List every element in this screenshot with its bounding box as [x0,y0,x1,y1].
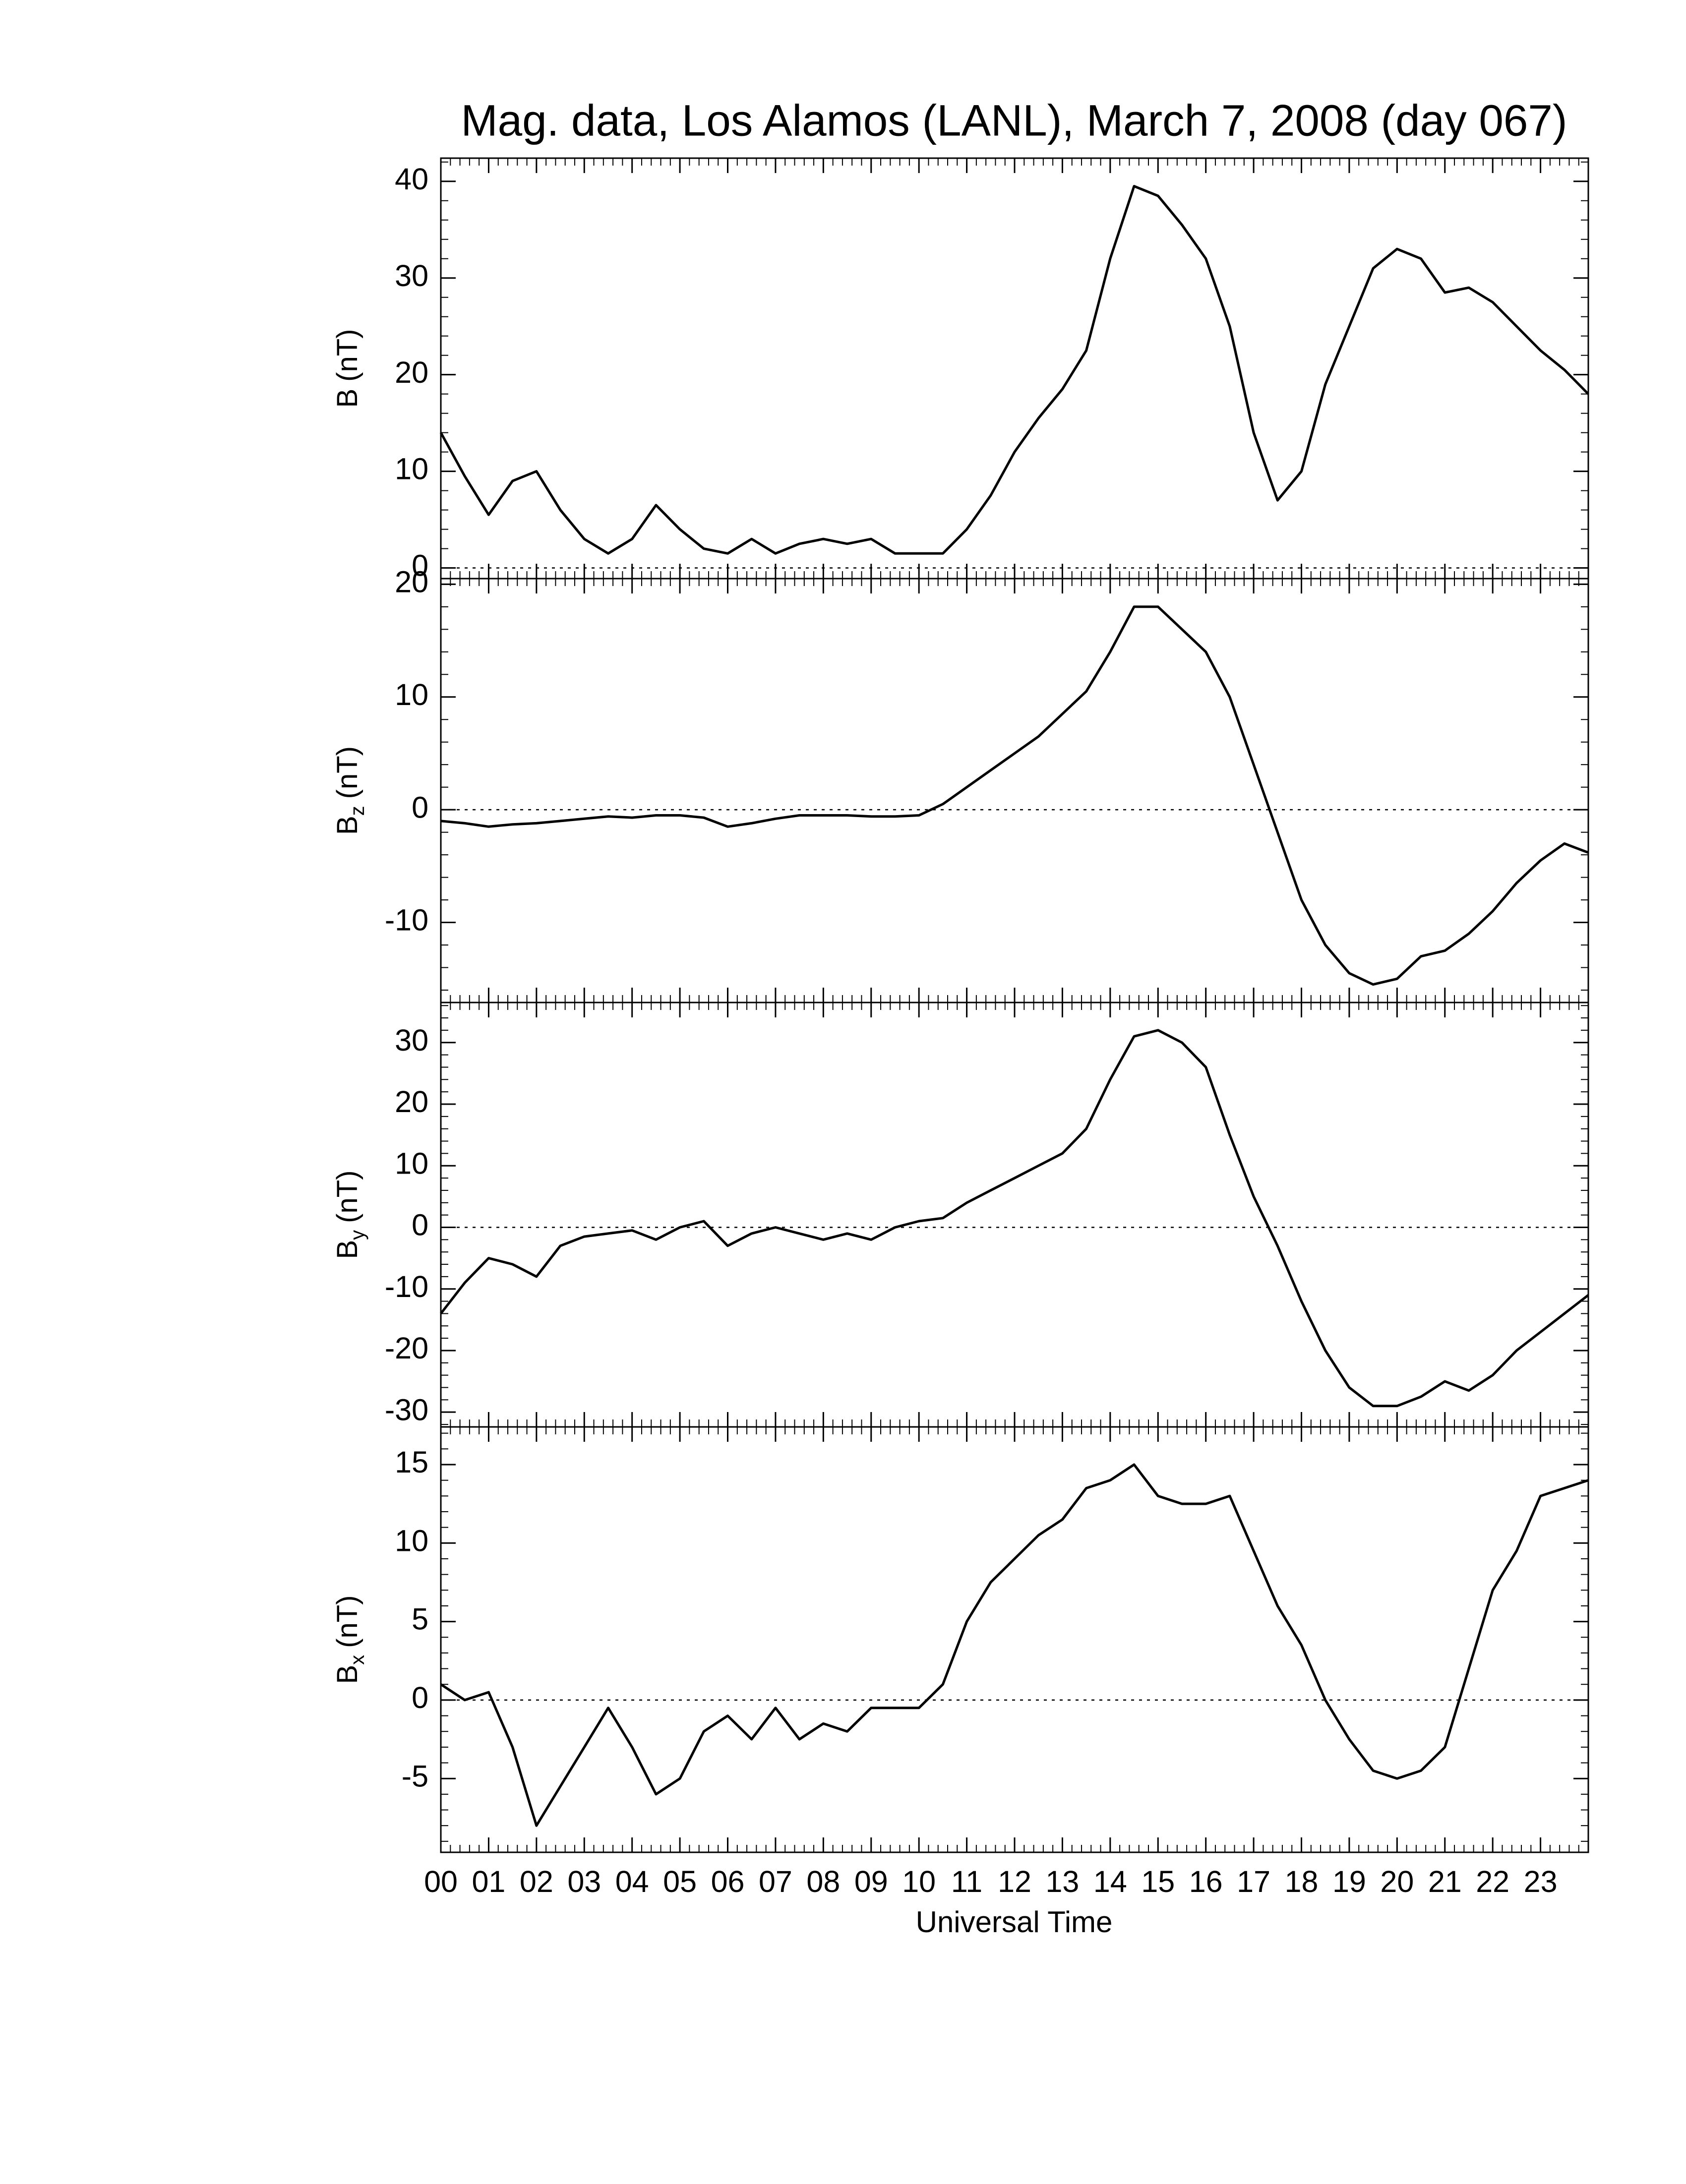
y-label-unit: (nT) [331,329,363,381]
y-label-unit: (nT) [331,1170,363,1223]
x-tick-label: 16 [1189,1865,1223,1898]
data-line [440,1029,1589,1408]
x-tick-label: 03 [567,1865,601,1898]
x-tick-label: 00 [424,1865,458,1898]
y-label-symbol: B [331,1240,363,1259]
y-label-subscript: z [347,806,368,816]
y-label-unit: (nT) [331,1595,363,1648]
y-tick-label: 5 [412,1602,428,1636]
y-label-symbol: B [331,1665,363,1684]
x-tick-label: 05 [663,1865,697,1898]
x-tick-label: 21 [1428,1865,1462,1898]
y-tick-label: 40 [395,162,428,196]
y-tick-label: -20 [385,1331,428,1365]
x-tick-label: 02 [520,1865,553,1898]
y-tick-label: 10 [395,1146,428,1180]
y-tick-label: 10 [395,452,428,486]
y-tick-label: 20 [395,355,428,389]
y-tick-label: 10 [395,1524,428,1557]
y-tick-label: 0 [412,790,428,824]
x-tick-label: 10 [902,1865,936,1898]
y-tick-label: 20 [395,565,428,598]
y-tick-label: 0 [412,1208,428,1242]
y-axis-label: B (nT) [331,329,363,408]
y-axis-label: By (nT) [331,1170,368,1259]
y-tick-label: -10 [385,1270,428,1303]
x-axis-label: Universal Time [916,1905,1113,1939]
x-tick-label: 22 [1476,1865,1509,1898]
data-line [439,185,1589,555]
y-tick-label: 0 [412,549,428,583]
data-line [440,1463,1589,1827]
x-tick-label: 18 [1285,1865,1319,1898]
y-tick-label: -5 [402,1759,428,1793]
y-tick-label: 10 [395,678,428,711]
y-label-subscript: y [347,1230,368,1240]
x-tick-label: 06 [711,1865,745,1898]
x-tick-label: 13 [1045,1865,1079,1898]
y-label-unit: (nT) [331,746,363,799]
y-label-symbol: B [331,816,363,835]
x-tick-label: 07 [759,1865,792,1898]
x-tick-label: 23 [1524,1865,1558,1898]
x-tick-label: 04 [615,1865,649,1898]
y-tick-label: 15 [395,1445,428,1479]
x-tick-label: 08 [806,1865,840,1898]
x-tick-label: 19 [1332,1865,1366,1898]
x-tick-label: 20 [1380,1865,1414,1898]
x-tick-label: 09 [854,1865,888,1898]
y-tick-label: 30 [395,1023,428,1057]
y-label-subscript: x [347,1655,368,1665]
y-axis-label: Bz (nT) [331,746,368,835]
x-tick-label: 01 [472,1865,505,1898]
y-label-symbol: B [331,389,363,408]
y-tick-label: 20 [395,1085,428,1119]
y-tick-label: -10 [385,903,428,937]
x-tick-label: 17 [1237,1865,1270,1898]
y-tick-label: 0 [412,1681,428,1714]
data-line [440,605,1589,986]
chart-title: Mag. data, Los Alamos (LANL), March 7, 2… [461,96,1567,145]
x-tick-label: 14 [1093,1865,1127,1898]
y-tick-label: -30 [385,1393,428,1426]
x-tick-label: 15 [1141,1865,1175,1898]
x-tick-label: 12 [998,1865,1031,1898]
y-axis-label: Bx (nT) [331,1595,368,1684]
y-tick-label: 30 [395,259,428,293]
x-tick-label: 11 [951,1865,982,1898]
